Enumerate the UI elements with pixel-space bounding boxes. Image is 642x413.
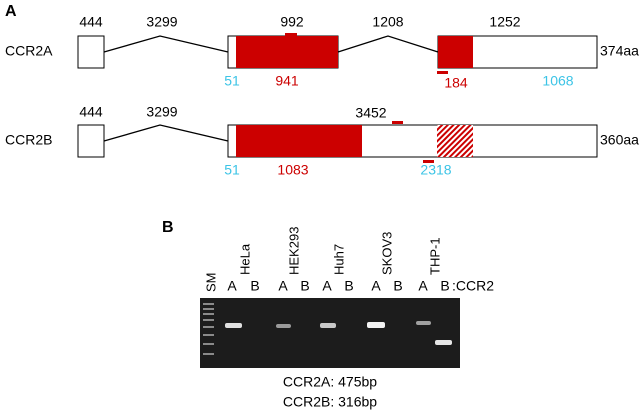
length: 374aa	[600, 43, 639, 59]
lane-suffix: :CCR2	[452, 278, 494, 294]
primer	[285, 33, 297, 36]
position-label: 941	[275, 73, 299, 89]
position-label: 2318	[420, 162, 451, 178]
panel-label: B	[162, 219, 174, 236]
intron	[103, 35, 229, 53]
isoform-lanes: A B A B A B A B A B :CCR2	[227, 278, 494, 294]
gel-image	[200, 298, 460, 368]
size-label: 3452	[355, 105, 386, 121]
exon	[77, 35, 105, 69]
note: CCR2A: 475bp	[283, 374, 377, 390]
size-label: 3299	[146, 14, 177, 30]
exon	[77, 124, 105, 158]
position-label: 1083	[277, 162, 308, 178]
cds	[236, 125, 362, 157]
lane-label: B	[250, 278, 259, 294]
hatched-region	[437, 125, 473, 157]
lane-label: A	[227, 278, 237, 294]
size-label: 992	[280, 14, 304, 30]
lane-label: A	[371, 278, 381, 294]
lane-label: B	[393, 278, 402, 294]
size-label: 444	[79, 14, 103, 30]
primer	[423, 160, 434, 163]
isoform-name: CCR2A	[5, 43, 53, 59]
lane-label: B	[344, 278, 353, 294]
cell-line: THP-1	[427, 237, 442, 275]
lane-label: SM	[203, 273, 218, 293]
primer	[392, 121, 403, 124]
size-label: 1208	[372, 14, 403, 30]
intron	[337, 35, 439, 53]
ladder	[203, 303, 214, 355]
cell-line: HeLa	[237, 243, 252, 275]
lane-label: B	[300, 278, 309, 294]
lane-label: A	[418, 278, 428, 294]
band	[435, 340, 452, 345]
lane-label: A	[322, 278, 332, 294]
intron	[103, 124, 229, 142]
band	[225, 323, 242, 328]
cell-line: HEK293	[286, 227, 301, 275]
lane-label: B	[440, 278, 449, 294]
isoform-name: CCR2B	[5, 132, 52, 148]
size-label: 1252	[489, 14, 520, 30]
cds	[438, 36, 473, 68]
length: 360aa	[600, 132, 639, 148]
position-label: 51	[224, 73, 240, 89]
note: CCR2B: 316bp	[283, 394, 377, 410]
position-label: 1068	[542, 73, 573, 89]
position-label: 51	[224, 162, 240, 178]
size-label: 444	[79, 104, 103, 120]
band	[367, 322, 385, 328]
cell-line: SKOV3	[379, 232, 394, 275]
size-label: 3299	[146, 104, 177, 120]
cds	[236, 36, 338, 68]
band	[320, 323, 336, 328]
lane-label: A	[278, 278, 288, 294]
position-label: 184	[444, 75, 468, 91]
band	[416, 321, 431, 325]
primer	[437, 71, 448, 74]
panel-label: A	[5, 3, 17, 20]
band	[276, 324, 291, 328]
cell-line: Huh7	[331, 244, 346, 275]
